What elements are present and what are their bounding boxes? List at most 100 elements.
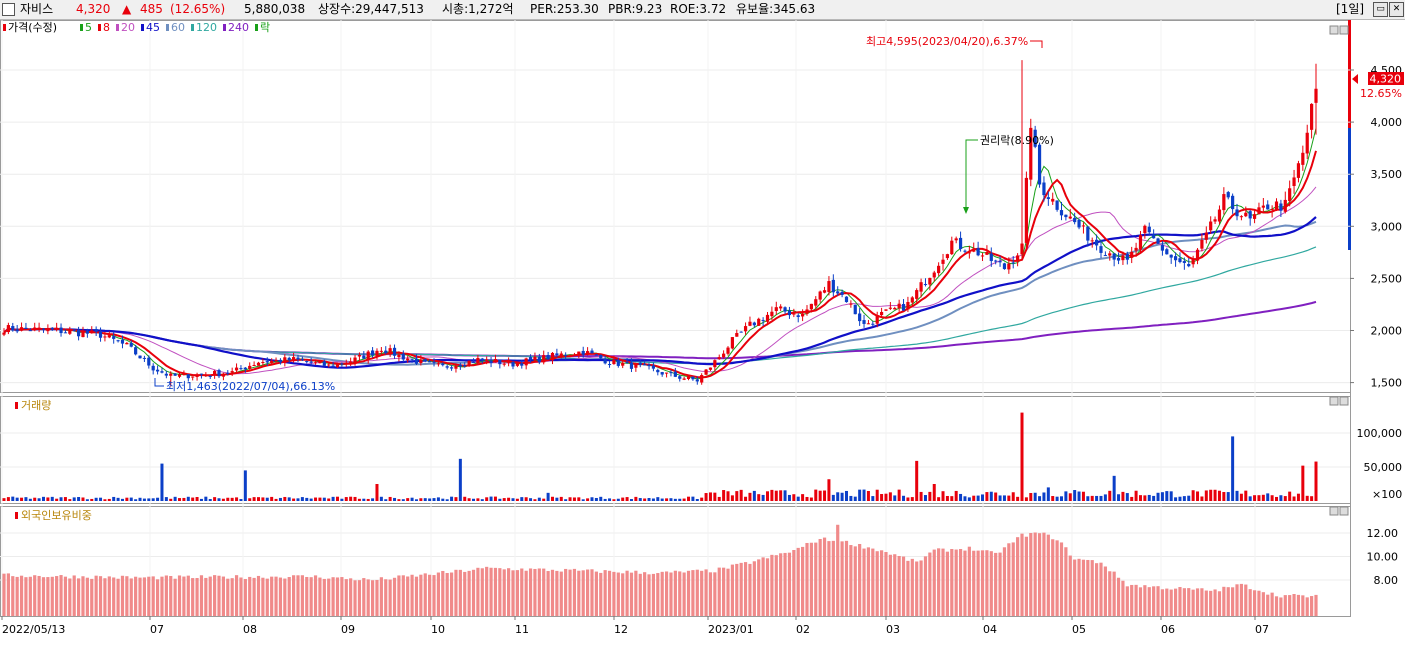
foreign-ratio-bar: [515, 570, 519, 616]
foreign-ratio-bar: [1059, 542, 1064, 616]
candle-body: [230, 371, 234, 373]
low-annotation-arrow: [154, 378, 164, 387]
foreign-ratio-bar: [1007, 543, 1011, 616]
foreign-ratio-bar: [770, 554, 774, 616]
volume-bar: [314, 497, 318, 501]
foreign-ratio-bar: [1143, 585, 1147, 616]
foreign-ratio-bar: [1090, 560, 1094, 616]
candle-body: [739, 331, 743, 333]
candle-body: [366, 351, 370, 360]
volume-bar: [112, 496, 116, 501]
select-checkbox[interactable]: [2, 3, 15, 16]
foreign-ratio-bar: [125, 576, 129, 616]
period-selector[interactable]: [1일]: [1336, 2, 1365, 16]
volume-bar: [463, 496, 467, 501]
foreign-ratio-bar: [1156, 586, 1160, 616]
foreign-ratio-bar: [1020, 533, 1024, 616]
candle-body: [972, 248, 976, 252]
candle-body: [1252, 214, 1257, 219]
candle-body: [270, 360, 274, 364]
foreign-ratio-bar: [849, 545, 853, 616]
volume-bar: [1226, 492, 1230, 501]
foreign-ratio-bar: [265, 578, 269, 616]
foreign-ratio-bar: [528, 568, 533, 616]
price-panel-min-icon[interactable]: [1329, 25, 1339, 35]
foreign-ratio-bar: [362, 578, 366, 616]
volume-bar: [410, 497, 414, 501]
volume-bar: [1244, 490, 1248, 501]
close-icon[interactable]: ✕: [1389, 2, 1404, 17]
volume-bar: [779, 490, 783, 501]
foreign-panel-close-icon[interactable]: [1339, 506, 1349, 516]
foreign-ratio-bar: [449, 572, 454, 616]
volume-bar: [823, 490, 827, 501]
volume-bar: [893, 495, 897, 501]
volume-bar: [208, 499, 212, 501]
foreign-panel-min-icon[interactable]: [1329, 506, 1339, 516]
foreign-ratio-bar: [204, 577, 208, 616]
candle-body: [292, 357, 296, 361]
candle-body: [651, 365, 656, 369]
foreign-ratio-bar: [287, 577, 291, 616]
candle-body: [1046, 197, 1050, 200]
legend-label-4: 45: [146, 21, 160, 34]
foreign-ratio-bar: [1239, 583, 1244, 616]
volume-bar: [687, 496, 691, 501]
foreign-ratio-bar: [682, 572, 686, 616]
candle-body: [783, 307, 787, 312]
volume-panel-close-icon[interactable]: [1339, 396, 1349, 406]
candle-body: [708, 367, 713, 370]
candle-body: [814, 299, 818, 306]
volume-bar: [178, 498, 182, 501]
restore-icon[interactable]: ▭: [1373, 2, 1388, 17]
volume-bar: [985, 492, 989, 501]
candle-body: [858, 313, 862, 322]
foreign-ratio-bar: [502, 569, 506, 616]
volume-panel-min-icon[interactable]: [1329, 396, 1339, 406]
volume-bar: [1046, 487, 1050, 501]
foreign-ratio-bar: [651, 573, 656, 616]
foreign-ratio-bar: [1314, 594, 1318, 616]
volume-bar: [107, 498, 111, 501]
candle-body: [335, 363, 340, 368]
volume-bar: [270, 496, 274, 501]
foreign-ratio-bar: [397, 575, 401, 616]
foreign-ratio-bar: [1244, 584, 1248, 616]
candle-body: [81, 331, 85, 338]
foreign-ratio-bar: [739, 562, 743, 616]
foreign-tick-label-2: 8.00: [1374, 574, 1399, 587]
moving-average-lines: [3, 128, 1317, 380]
foreign-ratio-bar: [1270, 592, 1274, 616]
foreign-ratio-bar: [1305, 597, 1309, 616]
volume-bar: [1112, 475, 1116, 501]
volume-bar: [928, 491, 932, 501]
volume-bar: [1147, 494, 1151, 501]
candle-body: [568, 355, 572, 357]
candle-body: [910, 297, 914, 303]
foreign-ratio-bar: [349, 578, 353, 616]
candle-body: [542, 355, 546, 363]
foreign-ratio-bar: [559, 571, 563, 616]
candle-body: [844, 296, 849, 303]
foreign-ratio-bar: [1257, 590, 1261, 616]
volume-bar: [1138, 495, 1142, 501]
volume-bar: [480, 499, 484, 501]
candle-body: [1204, 232, 1208, 240]
candle-body: [476, 357, 480, 364]
volume-bar: [353, 496, 357, 501]
candle-body: [164, 373, 168, 376]
price-panel-close-icon[interactable]: [1339, 25, 1349, 35]
volume-bar: [77, 497, 81, 501]
foreign-ratio-bar: [629, 572, 634, 616]
candle-body: [1187, 263, 1191, 267]
candle-body: [862, 320, 866, 324]
foreign-ratio-bar: [28, 576, 32, 616]
candle-body: [226, 372, 230, 374]
foreign-ratio-bar: [147, 576, 151, 616]
volume-bar: [1160, 492, 1164, 501]
candle-body: [577, 351, 581, 354]
legend-label-2: 8: [103, 21, 110, 34]
volume-bar: [414, 499, 418, 501]
volume-bar: [1182, 496, 1186, 501]
volume-bar: [1143, 495, 1147, 501]
